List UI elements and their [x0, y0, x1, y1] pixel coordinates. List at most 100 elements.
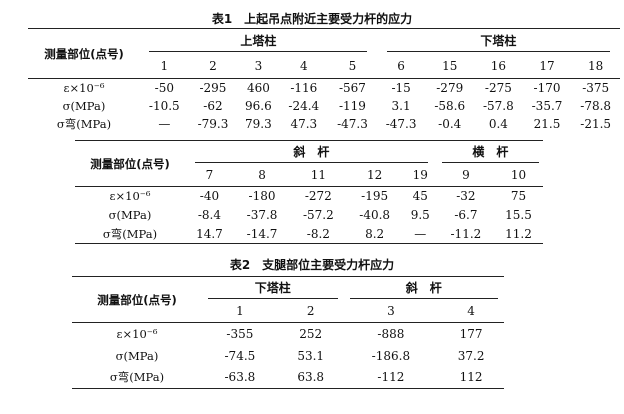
table-row: σ(MPa) -10.5 -62 96.6 -24.4 -119 3.1 -58.6 -57.8…: [28, 97, 620, 115]
cell-value: -14.7: [233, 224, 291, 244]
point-number: 2: [277, 300, 344, 323]
cell-value: 96.6: [245, 98, 272, 113]
cell-value: 75: [510, 189, 527, 204]
cell-value: -8.4: [197, 208, 221, 222]
point-number: 3: [237, 54, 280, 79]
point-number: 6: [376, 54, 426, 79]
point-number: 1: [202, 300, 278, 323]
cell-value: -32: [456, 189, 476, 204]
cell-value: -8.2: [290, 224, 347, 244]
cell-value: -78.8: [580, 98, 612, 113]
point-number: 18: [571, 54, 620, 79]
cell-value: -275: [484, 80, 512, 95]
cell-value: -58.6: [434, 98, 466, 113]
cell-value: 14.7: [185, 224, 234, 244]
cell-value: 45: [412, 189, 428, 204]
cell-value: -112: [343, 366, 439, 389]
cell-value: 11.2: [494, 224, 543, 244]
cell-value: -6.7: [454, 208, 478, 222]
table1-part1: 测量部位(点号) 上塔柱 下塔柱 1 2 3 4 5 6 15 16 17 18 ε×10⁻⁶ -5…: [28, 28, 620, 133]
cell-value: -355: [226, 326, 254, 341]
cell-value: 0.4: [488, 116, 508, 131]
cell-value: -375: [582, 80, 610, 95]
cell-value: -74.5: [224, 348, 256, 363]
point-number: 4: [279, 54, 329, 79]
cell-value: -888: [377, 326, 405, 341]
group-header: 横 杆: [437, 140, 543, 165]
point-number: 4: [438, 300, 504, 323]
cell-value: -119: [338, 98, 366, 113]
cell-value: -567: [338, 80, 366, 95]
row-label: σ弯(MPa): [75, 224, 185, 244]
table-row: ε×10⁻⁶ -40 -180 -272 -195 45 -32 75: [75, 187, 543, 206]
cell-value: -24.4: [288, 98, 320, 113]
group-header: 上塔柱: [140, 28, 377, 55]
cell-value: -195: [361, 189, 389, 204]
cell-value: 15.5: [505, 208, 532, 222]
cell-value: -63.8: [202, 366, 278, 389]
cell-value: -180: [248, 189, 276, 204]
point-number: 7: [185, 164, 234, 187]
cell-value: 177: [459, 326, 483, 341]
point-number: 1: [140, 54, 189, 79]
point-number: 8: [233, 164, 291, 187]
cell-value: 79.3: [245, 116, 272, 131]
row-label: ε×10⁻⁶: [63, 80, 105, 95]
row-label: σ(MPa): [115, 348, 159, 363]
cell-value: 37.2: [457, 348, 485, 363]
cell-value: -295: [199, 80, 227, 95]
table-row: σ(MPa) -8.4 -37.8 -57.2 -40.8 9.5 -6.7 15.5: [75, 206, 543, 225]
point-number: 16: [474, 54, 523, 79]
cell-value: -15: [391, 80, 411, 95]
cell-value: -50: [154, 80, 174, 95]
cell-value: -40: [199, 189, 220, 204]
cell-value: 47.3: [290, 116, 318, 131]
table-row: ε×10⁻⁶ -50 -295 460 -116 -567 -15 -279 -275 -170 -…: [28, 79, 620, 97]
point-number: 2: [188, 54, 238, 79]
group-header: 下塔柱: [376, 28, 620, 55]
cell-value: -62: [203, 98, 223, 113]
table-row: σ弯(MPa) — -79.3 79.3 47.3 -47.3 -47.3 -0.4 0.4 21…: [28, 115, 620, 133]
point-number: 11: [290, 164, 347, 187]
row-header: 测量部位(点号): [28, 28, 140, 79]
cell-value: -170: [533, 80, 561, 95]
table-row: σ弯(MPa) -63.8 63.8 -112 112: [72, 366, 504, 389]
row-header: 测量部位(点号): [75, 140, 185, 187]
cell-value: -35.7: [531, 98, 563, 113]
table-row: σ(MPa) -74.5 53.1 -186.8 37.2: [72, 345, 504, 367]
cell-value: -0.4: [438, 116, 462, 131]
row-label: σ(MPa): [62, 98, 106, 113]
cell-value: —: [158, 116, 171, 131]
table-row: ε×10⁻⁶ -355 252 -888 177: [72, 323, 504, 345]
cell-value: -11.2: [437, 224, 495, 244]
row-header: 测量部位(点号): [72, 276, 202, 323]
table1-title: 表1 上起吊点附近主要受力杆的应力: [211, 12, 413, 26]
cell-value: -21.5: [580, 116, 612, 131]
cell-value: -79.3: [197, 116, 229, 131]
cell-value: -57.8: [482, 98, 514, 113]
group-header: 斜 杆: [343, 276, 504, 301]
row-label: ε×10⁻⁶: [109, 189, 151, 204]
cell-value: 252: [299, 326, 323, 341]
table-row: σ弯(MPa) 14.7 -14.7 -8.2 8.2— -11.2 11.2: [75, 224, 543, 244]
cell-value: -272: [304, 189, 332, 204]
cell-value: 63.8: [277, 366, 344, 389]
cell-value: -10.5: [148, 98, 180, 113]
cell-value: 3.1: [391, 98, 411, 113]
cell-value: 21.5: [533, 116, 561, 131]
point-number: 10: [494, 164, 543, 187]
point-number: 9: [437, 164, 495, 187]
cell-value: -37.8: [246, 208, 278, 222]
point-number: 5: [328, 54, 377, 79]
point-number: 15: [425, 54, 475, 79]
point-number: 12: [346, 164, 403, 187]
cell-value: 112: [438, 366, 504, 389]
cell-value: 460: [246, 80, 270, 95]
cell-value: -186.8: [371, 348, 411, 363]
point-number: 3: [343, 300, 439, 323]
cell-value: -40.8: [359, 208, 391, 222]
point-number: 19: [402, 164, 438, 187]
row-label: σ(MPa): [108, 208, 152, 222]
cell-value: -57.2: [302, 208, 334, 222]
